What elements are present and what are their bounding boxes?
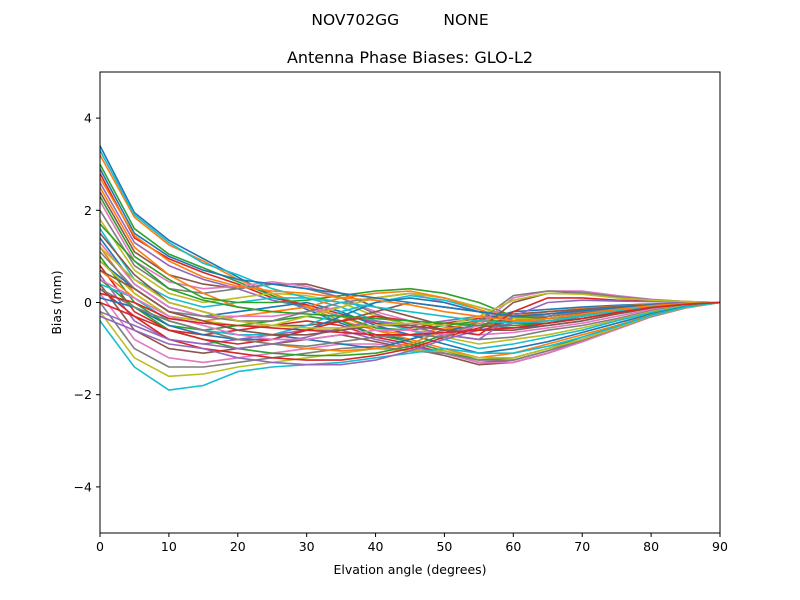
series-line: [100, 246, 720, 329]
series-line: [100, 292, 720, 336]
x-axis: 0 10 20 30 40 50 60 70 80 90: [96, 533, 728, 554]
x-tick-label: 20: [230, 539, 246, 554]
series-line: [100, 191, 720, 332]
y-axis-label: Bias (mm): [49, 270, 64, 334]
y-axis: −4 −2 0 2 4: [74, 111, 100, 494]
figure-suptitle: NOV702GG NONE: [311, 11, 489, 29]
x-axis-label: Elvation angle (degrees): [333, 562, 486, 577]
series-line: [100, 177, 720, 322]
y-tick-label: 0: [84, 295, 92, 310]
series-line: [100, 278, 720, 341]
x-tick-label: 80: [643, 539, 659, 554]
series-line: [100, 168, 720, 318]
series-line: [100, 301, 720, 391]
x-tick-label: 30: [299, 539, 315, 554]
y-tick-label: −4: [74, 479, 92, 494]
series-lines: [100, 145, 720, 391]
x-tick-label: 0: [96, 539, 104, 554]
x-tick-label: 50: [436, 539, 452, 554]
y-tick-label: −2: [74, 387, 92, 402]
x-tick-label: 90: [712, 539, 728, 554]
x-tick-label: 10: [161, 539, 177, 554]
chart-title: Antenna Phase Biases: GLO-L2: [286, 48, 534, 67]
series-line: [100, 150, 720, 325]
y-tick-label: 4: [84, 111, 92, 126]
y-tick-label: 2: [84, 203, 92, 218]
x-tick-label: 70: [574, 539, 590, 554]
x-tick-label: 60: [505, 539, 521, 554]
x-tick-label: 40: [368, 539, 384, 554]
